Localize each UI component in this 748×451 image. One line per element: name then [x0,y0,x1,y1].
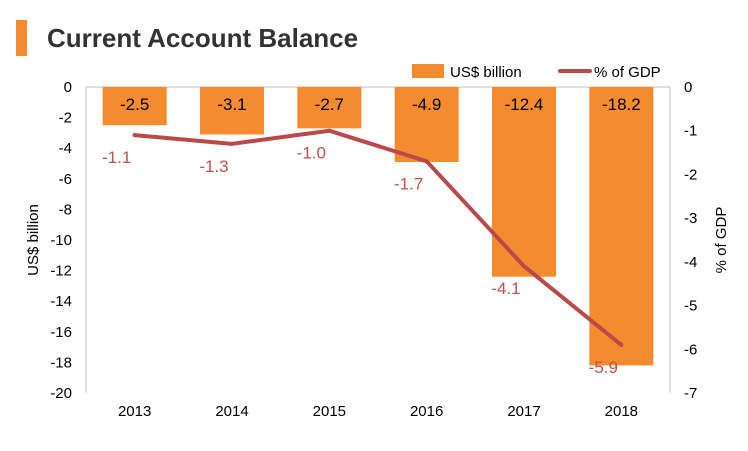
left-tick-label: -6 [59,171,72,188]
bar-value-label: -2.5 [120,95,149,114]
left-tick-label: -10 [50,232,72,249]
x-tick-label: 2017 [507,403,540,420]
chart-title: Current Account Balance [47,23,359,53]
line-point [327,128,332,133]
right-tick-label: -6 [684,341,697,358]
left-tick-label: -16 [50,324,72,341]
bar-value-label: -12.4 [505,95,544,114]
line-value-label: -5.9 [589,358,618,377]
bar [200,87,264,135]
gdp-line [132,128,624,347]
line-value-label: -1.7 [394,174,423,193]
legend-label-bar: US$ billion [450,64,522,81]
line-point [424,159,429,164]
right-tick-label: -5 [684,298,697,315]
x-tick-label: 2013 [118,403,151,420]
left-tick-label: -2 [59,110,72,127]
legend-swatch-bar [412,64,444,78]
legend-label-line: % of GDP [594,64,661,81]
right-tick-label: -1 [684,123,697,140]
y-axis-title: US$ billion [25,204,42,276]
title-accent-bar [16,20,27,56]
left-tick-label: -14 [50,293,72,310]
right-tick-label: 0 [684,79,692,96]
left-tick-label: -12 [50,263,72,280]
bar [102,87,167,126]
right-tick-label: -7 [684,385,697,402]
line-value-label: -1.1 [102,148,131,167]
line-point [522,264,526,269]
bar-value-label: -4.9 [412,95,441,114]
line-value-label: -1.0 [297,144,326,163]
right-tick-label: -3 [684,210,697,227]
left-tick-label: -20 [50,385,72,402]
line-value-label: -1.3 [199,157,228,176]
bar [394,87,459,162]
bar-value-label: -18.2 [602,95,641,114]
y2-axis-title: % of GDP [713,207,730,274]
left-tick-label: -18 [50,354,72,371]
bar [297,87,362,129]
line-point [230,141,234,146]
x-tick-label: 2018 [605,403,638,420]
left-tick-label: -8 [59,201,72,218]
line-point [619,342,624,347]
bar-value-label: -3.1 [217,95,246,114]
right-tick-label: -2 [684,166,697,183]
x-tick-label: 2014 [215,403,248,420]
line-point [132,133,137,138]
bar [492,87,556,277]
bar [589,87,654,366]
x-tick-label: 2015 [313,403,346,420]
bar-value-label: -2.7 [315,95,344,114]
right-tick-label: -4 [684,254,697,271]
line-value-label: -4.1 [491,279,520,298]
left-tick-label: 0 [64,79,72,96]
left-tick-label: -4 [59,140,72,157]
x-tick-label: 2016 [410,403,443,420]
